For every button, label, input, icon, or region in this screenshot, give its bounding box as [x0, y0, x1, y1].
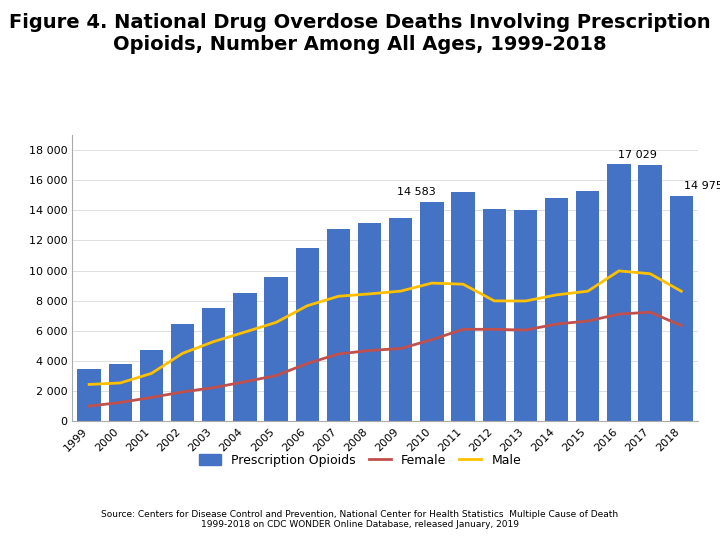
Text: 17 029: 17 029: [618, 150, 657, 160]
Text: Figure 4. National Drug Overdose Deaths Involving Prescription: Figure 4. National Drug Overdose Deaths …: [9, 14, 711, 32]
Text: Source: Centers for Disease Control and Prevention, National Center for Health S: Source: Centers for Disease Control and …: [102, 510, 618, 529]
Bar: [514, 210, 537, 421]
Bar: [109, 364, 132, 421]
Bar: [545, 198, 568, 421]
Bar: [639, 165, 662, 421]
Bar: [670, 195, 693, 421]
Bar: [233, 293, 256, 421]
Bar: [576, 191, 600, 421]
Bar: [296, 248, 319, 421]
Text: Opioids, Number Among All Ages, 1999-2018: Opioids, Number Among All Ages, 1999-201…: [113, 35, 607, 54]
Bar: [78, 369, 101, 421]
Bar: [607, 164, 631, 421]
Legend: Prescription Opioids, Female, Male: Prescription Opioids, Female, Male: [194, 449, 526, 471]
Bar: [482, 209, 506, 421]
Bar: [171, 324, 194, 421]
Bar: [264, 277, 288, 421]
Bar: [451, 192, 474, 421]
Bar: [327, 229, 350, 421]
Bar: [140, 349, 163, 421]
Bar: [202, 308, 225, 421]
Text: 14 975: 14 975: [683, 181, 720, 191]
Bar: [358, 223, 382, 421]
Bar: [420, 201, 444, 421]
Text: 14 583: 14 583: [397, 187, 436, 197]
Bar: [389, 218, 413, 421]
